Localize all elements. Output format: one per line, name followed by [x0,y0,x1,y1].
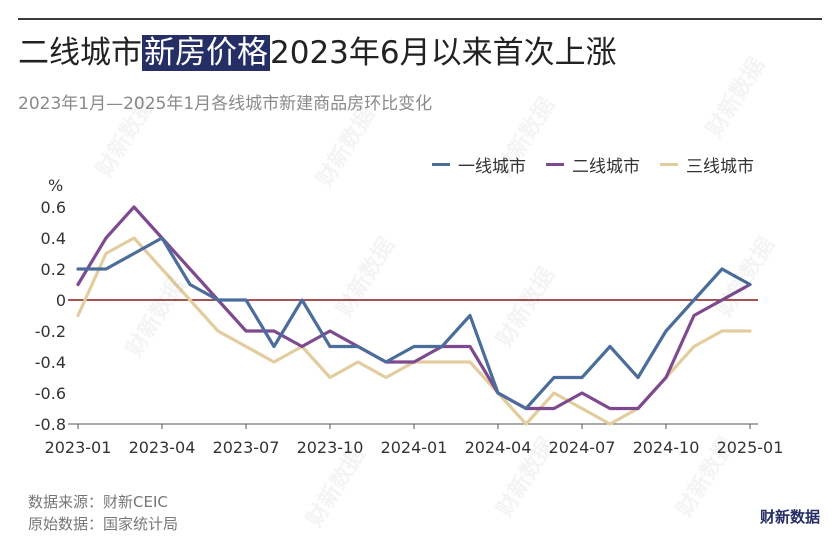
title-prefix: 二线城市 [18,35,142,71]
y-tick-label: -0.4 [35,353,66,372]
source-note: 数据来源：财新CEIC 原始数据：国家统计局 [28,491,178,535]
legend-label-tier2: 二线城市 [572,157,640,177]
y-tick-label: 0.2 [41,260,66,279]
legend-swatch-tier3 [660,163,678,166]
y-tick-label: -0.6 [35,384,66,403]
x-tick-label: 2025-01 [717,438,784,457]
x-tick-label: 2023-07 [213,438,280,457]
y-tick-label: -0.8 [35,415,66,434]
series-line-tier2 [76,205,752,411]
y-axis-unit: % [48,176,64,195]
y-tick-label: 0.6 [41,198,66,217]
x-tick-label: 2024-07 [549,438,616,457]
x-tick-label: 2024-01 [381,438,448,457]
y-tick-label: -0.2 [35,322,66,341]
legend-swatch-tier2 [546,163,564,166]
legend-item-tier2: 二线城市 [546,152,640,177]
x-tick-label: 2023-04 [129,438,196,457]
legend: 一线城市 二线城市 三线城市 [432,152,754,177]
y-tick-label: 0.4 [41,229,66,248]
chart-subtitle: 2023年1月—2025年1月各线城市新建商品房环比变化 [18,94,433,114]
x-tick-label: 2023-10 [297,438,364,457]
title-highlight: 新房价格 [142,35,270,71]
series-line-tier1 [76,236,752,411]
brand-logo: 财新数据 [759,508,820,526]
legend-label-tier1: 一线城市 [458,157,526,177]
legend-item-tier3: 三线城市 [660,152,754,177]
chart-title: 二线城市新房价格2023年6月以来首次上涨 [18,31,617,75]
source-line-2: 原始数据：国家统计局 [28,515,179,533]
title-suffix: 2023年6月以来首次上涨 [270,35,617,71]
x-tick-label: 2024-04 [465,438,532,457]
top-rule [18,18,822,20]
y-tick-label: 0 [56,291,66,310]
legend-swatch-tier1 [432,163,450,166]
x-tick-label: 2023-01 [45,438,112,457]
legend-label-tier3: 三线城市 [686,157,754,177]
x-tick-label: 2024-10 [633,438,700,457]
legend-item-tier1: 一线城市 [432,152,526,177]
source-line-1: 数据来源：财新CEIC [28,493,168,511]
